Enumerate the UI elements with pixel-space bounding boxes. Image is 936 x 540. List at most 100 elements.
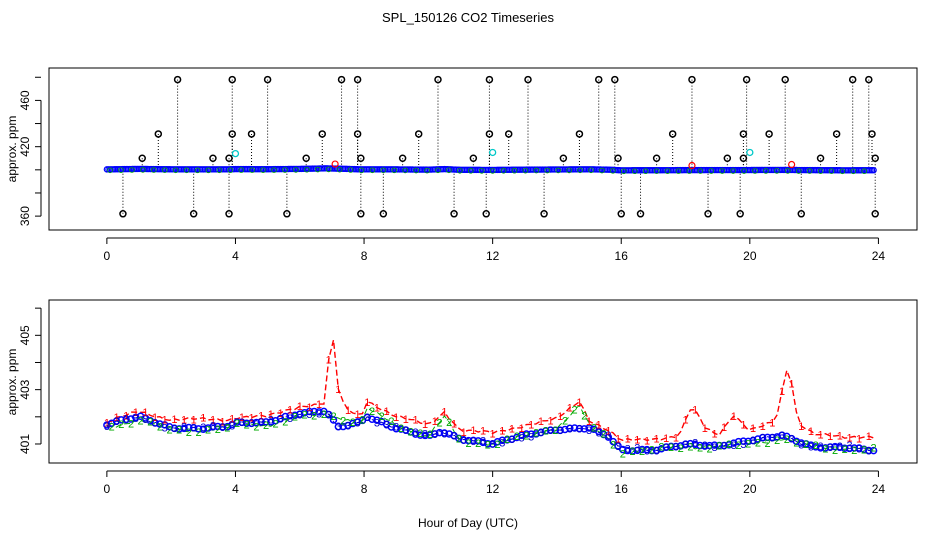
baseline-point-alt [686, 168, 693, 174]
series-symbol-1: 1 [846, 433, 852, 445]
series-symbol-2: 2 [745, 439, 751, 451]
series-circle-point [840, 444, 849, 452]
spike-point [414, 130, 423, 138]
series-symbol-1: 1 [345, 405, 351, 417]
series-symbol-2: 2 [475, 438, 481, 450]
series-circle-point [628, 447, 637, 455]
series-circle-point [672, 442, 680, 451]
series-symbol-3: 3 [258, 417, 264, 429]
series-symbol-3: 3 [547, 425, 553, 437]
series-circle-point [474, 437, 482, 445]
series-circle-point [421, 431, 429, 440]
spike-point [704, 210, 712, 218]
spike-point [379, 210, 388, 218]
series-symbol-3: 3 [818, 441, 824, 453]
series-circle-point [778, 431, 786, 439]
series-symbol-1: 1 [364, 397, 370, 409]
series-symbol-3: 3 [846, 440, 852, 452]
baseline-point-alt [172, 167, 179, 174]
series-circle-point [754, 435, 762, 443]
series-symbol-1: 1 [220, 416, 226, 428]
series-circle-point [175, 425, 183, 433]
series-circle-point [720, 441, 728, 450]
baseline-point-alt [358, 167, 365, 174]
series-symbol-3: 3 [403, 425, 409, 437]
series-symbol-3: 3 [441, 428, 447, 440]
series-symbol-1: 1 [866, 431, 872, 443]
series-circle-point [199, 425, 208, 434]
series-symbol-3: 3 [470, 436, 476, 448]
baseline-point-alt [555, 167, 562, 174]
series-circle-point [310, 407, 318, 416]
baseline-point-alt [533, 167, 540, 174]
series-circle-point [498, 436, 507, 445]
series-circle-point [836, 443, 844, 452]
series-symbol-2: 2 [562, 416, 568, 428]
baseline-point-alt [806, 168, 813, 174]
series-symbol-3: 3 [229, 420, 235, 432]
series-circle-point [233, 418, 241, 426]
series-circle-point [218, 423, 227, 431]
series-symbol-3: 3 [634, 443, 640, 455]
series-symbol-1: 1 [827, 431, 833, 443]
series-line-1 [106, 339, 874, 442]
series-circle-point [546, 426, 555, 434]
spike-point [469, 154, 478, 163]
series-circle-point [561, 425, 569, 434]
series-symbol-1: 1 [239, 412, 245, 424]
series-symbol-3: 3 [538, 427, 544, 439]
series-circle-point [185, 423, 193, 432]
series-symbol-1: 1 [355, 409, 361, 421]
baseline-point-alt [489, 168, 496, 174]
series-symbol-3: 3 [760, 433, 766, 445]
spike-point [485, 130, 494, 138]
series-symbol-3: 3 [499, 438, 505, 450]
series-circle-point [715, 441, 724, 450]
series-symbol-2: 2 [813, 440, 819, 452]
spike-point [353, 130, 362, 138]
series-symbol-1: 1 [384, 406, 390, 418]
series-symbol-2: 2 [871, 442, 877, 454]
spike-point [871, 210, 879, 218]
series-circle-point [768, 433, 777, 442]
x-tick-label-top: 4 [232, 249, 239, 263]
series-symbol-1: 1 [297, 401, 303, 413]
baseline-point-alt [183, 167, 190, 174]
series-symbol-2: 2 [668, 442, 674, 454]
series-symbol-1: 1 [837, 430, 843, 442]
series-circle-point [300, 408, 309, 417]
series-symbol-3: 3 [152, 417, 158, 429]
baseline-point-alt [664, 168, 671, 174]
series-symbol-2: 2 [215, 424, 221, 436]
series-symbol-2: 2 [234, 418, 240, 430]
spike-point [781, 75, 789, 84]
chart-title: SPL_150126 CO2 Timeseries [382, 10, 554, 25]
series-symbol-2: 2 [118, 419, 124, 431]
flagged-point [231, 149, 240, 158]
spike-point [848, 75, 857, 84]
series-circle-point [339, 422, 347, 431]
baseline-point-alt [577, 167, 583, 174]
baseline-point-alt [457, 167, 463, 174]
series-symbol-3: 3 [191, 423, 197, 435]
series-symbol-3: 3 [220, 422, 226, 434]
series-symbol-3: 3 [596, 428, 602, 440]
series-circle-point [797, 439, 806, 447]
baseline-point-alt [325, 166, 332, 173]
series-symbol-1: 1 [605, 426, 611, 438]
series-circle-point [204, 424, 212, 432]
series-circle-point [869, 446, 878, 455]
series-symbol-3: 3 [316, 409, 322, 421]
series-circle-point [705, 441, 714, 450]
series-symbol-3: 3 [509, 434, 515, 446]
series-symbol-3: 3 [364, 412, 370, 424]
series-circle-point [469, 436, 478, 445]
series-symbol-2: 2 [273, 419, 279, 431]
series-symbol-2: 2 [832, 445, 838, 457]
series-symbol-3: 3 [605, 430, 611, 442]
spike-point [617, 210, 625, 218]
alt-point [331, 160, 339, 168]
series-circle-point [353, 418, 362, 426]
x-axis-label: Hour of Day (UTC) [418, 516, 518, 530]
